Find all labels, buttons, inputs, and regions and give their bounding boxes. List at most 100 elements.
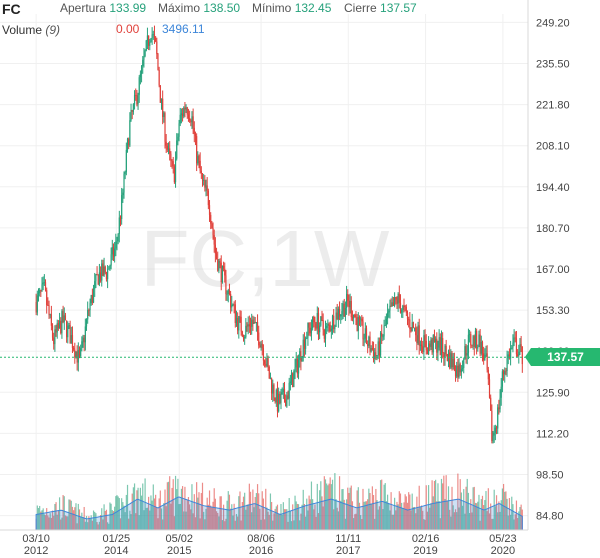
symbol-title[interactable]: FC xyxy=(2,1,21,17)
candle-body xyxy=(279,393,281,404)
volume-bar xyxy=(437,483,439,530)
candle-body xyxy=(138,77,140,95)
last-price-tag: 137.57 xyxy=(525,348,600,367)
volume-bar xyxy=(449,509,451,530)
volume-bar xyxy=(164,489,166,530)
volume-bar xyxy=(430,503,432,530)
volume-bar xyxy=(417,508,419,530)
volume-bar xyxy=(88,516,90,530)
candle-body xyxy=(276,389,279,412)
candle-body xyxy=(297,359,300,374)
candle-body xyxy=(192,116,194,128)
open-label: Apertura xyxy=(60,1,107,15)
volume-bar xyxy=(123,505,125,530)
price-tick-label: 194.40 xyxy=(536,182,570,194)
candle-body xyxy=(178,123,180,137)
candle-body xyxy=(505,370,507,372)
volume-bar xyxy=(478,494,480,530)
candle-body xyxy=(511,347,513,349)
candle-body xyxy=(302,339,304,358)
volume-bar xyxy=(130,514,132,530)
candle-body xyxy=(109,265,111,269)
candle-body xyxy=(519,344,521,352)
candle-body xyxy=(183,107,185,117)
volume-bar xyxy=(77,503,79,530)
volume-bar xyxy=(454,509,457,530)
candle-body xyxy=(193,127,195,135)
volume-label: Volume xyxy=(2,23,43,37)
volume-bar xyxy=(163,503,165,530)
volume-bar xyxy=(312,499,314,530)
volume-bar xyxy=(440,478,443,530)
volume-bar xyxy=(476,503,478,530)
price-tick-label: 112.20 xyxy=(536,428,569,440)
volume-bar xyxy=(274,508,276,530)
volume-bar xyxy=(490,503,492,530)
candle-body xyxy=(139,74,142,78)
candle-body xyxy=(105,272,108,280)
volume-bar xyxy=(432,496,434,530)
candle-body xyxy=(379,332,382,356)
candle-body xyxy=(56,323,58,333)
candle-body xyxy=(213,235,215,245)
volume-bar xyxy=(105,509,108,530)
volume-bar xyxy=(107,522,109,530)
volume-bar xyxy=(297,504,300,530)
price-tick-label: 153.30 xyxy=(536,305,570,317)
volume-bar xyxy=(214,498,216,530)
candle-body xyxy=(212,228,214,236)
price-tick-label: 84.80 xyxy=(536,511,564,523)
volume-bar xyxy=(222,504,225,530)
volume-bar xyxy=(99,515,102,530)
volume-bar xyxy=(177,478,179,530)
volume-bar xyxy=(165,506,167,530)
volume-bar xyxy=(204,519,206,530)
volume-bar xyxy=(492,518,494,530)
volume-bar xyxy=(307,510,309,530)
candle-body xyxy=(214,244,216,254)
candle-body xyxy=(204,180,206,188)
volume-bar xyxy=(183,511,185,530)
volume-bar xyxy=(136,490,138,530)
volume-bar xyxy=(385,501,388,530)
candle-body xyxy=(78,350,81,356)
volume-bar xyxy=(140,495,143,530)
volume-bar xyxy=(410,510,412,530)
candle-body xyxy=(244,337,246,339)
volume-bar xyxy=(443,475,445,530)
volume-bar xyxy=(316,483,318,530)
time-tick-label: 11/11 xyxy=(335,533,361,545)
volume-bar xyxy=(261,491,263,530)
candle-body xyxy=(60,320,62,334)
candle-body xyxy=(152,34,154,36)
volume-bar xyxy=(347,487,349,530)
volume-bar xyxy=(286,509,288,530)
time-tick-label: 02/16 xyxy=(412,533,440,545)
time-tick-year: 2012 xyxy=(24,545,48,557)
volume-bar xyxy=(276,504,279,530)
candle-body xyxy=(408,319,410,321)
volume-bar xyxy=(226,500,228,530)
candle-body xyxy=(343,303,345,317)
price-axis[interactable]: 249.20 235.50 221.80 208.10 194.40 180.70 167.… xyxy=(536,17,570,522)
volume-bar xyxy=(372,495,375,530)
candle-body xyxy=(384,325,386,326)
candle-body xyxy=(116,241,118,242)
volume-bar xyxy=(513,519,515,530)
volume-bar xyxy=(515,500,518,530)
ohlc-low: Mínimo 132.45 xyxy=(252,1,331,15)
volume-bar xyxy=(212,501,214,530)
volume-bar xyxy=(275,506,277,530)
candle-body xyxy=(292,373,294,388)
candle-body xyxy=(231,304,233,308)
candle-body xyxy=(287,395,289,399)
candle-body xyxy=(85,319,88,327)
candle-body xyxy=(132,104,134,112)
candle-body xyxy=(306,337,308,339)
volume-bar xyxy=(361,519,363,530)
volume-bar xyxy=(435,479,437,530)
volume-bar xyxy=(395,510,397,530)
volume-legend[interactable]: Volume (9) xyxy=(2,23,60,37)
